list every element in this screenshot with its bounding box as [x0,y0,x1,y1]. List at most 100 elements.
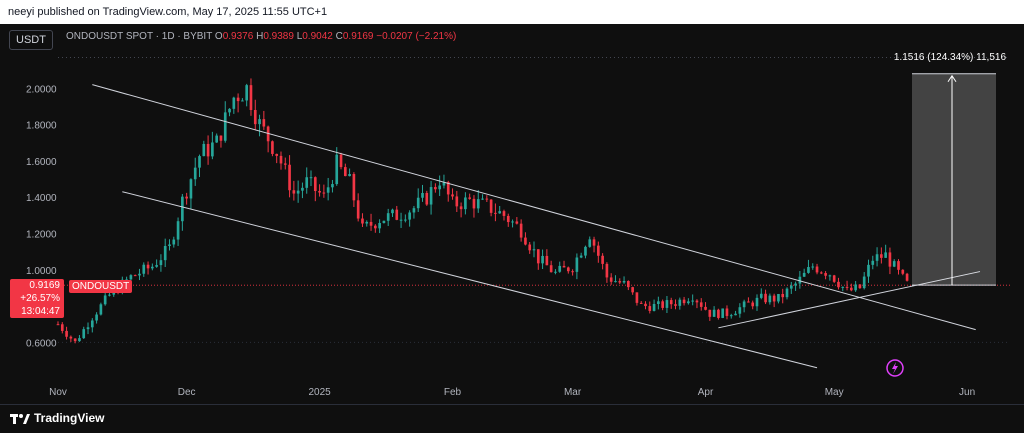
legend-low: 0.9042 [302,31,333,42]
price-chart[interactable]: 2.0000 1.8000 1.6000 1.4000 1.2000 1.0000 0.60… [0,0,1024,404]
candle-body [146,264,150,269]
candle-body [78,338,81,342]
candle-body [665,300,669,308]
candle-body [425,192,429,205]
candle-body [241,100,244,102]
candle-body [648,306,652,311]
candle-body [99,304,103,315]
candle-body [446,182,450,195]
candle-body [614,281,617,283]
candle-body [618,281,622,283]
candle-body [95,314,98,321]
candle-body [361,218,364,224]
candle-body [854,284,857,291]
candle-body [326,187,330,193]
candle-body [584,246,587,256]
candle-body [506,215,510,223]
candle-body [661,301,664,308]
candle-body [348,174,351,177]
candle-body [82,329,86,339]
projection-label: 1.1516 (124.34%) 11,516 [894,52,1007,63]
candle-body [528,244,532,251]
candle-body [832,275,836,282]
candle-body [408,212,411,220]
candle-body [189,179,193,199]
bar-countdown: 13:04:47 [21,306,60,317]
candle-body [764,293,767,303]
candle-body [185,196,188,199]
candle-body [704,306,707,310]
candle-body [892,261,896,267]
candle-body [90,320,94,328]
candle-body [438,185,441,190]
candle-body [172,239,176,245]
candle-body [687,301,690,304]
candle-body [129,275,133,280]
candle-body [811,266,815,268]
candle-body [712,309,716,317]
candle-body [511,221,514,223]
candle-body [391,209,394,214]
candle-body [279,155,283,164]
candle-body [781,293,785,298]
candle-body [717,309,720,318]
candle-body [678,299,682,306]
candle-body [365,221,369,224]
y-axis-labels: 2.0000 1.8000 1.6000 1.4000 1.2000 1.0000 0.60… [26,84,57,349]
candle-body [301,187,304,191]
x-tick-label: Mar [564,387,582,398]
candle-body [442,182,446,186]
x-tick-label: Nov [49,387,67,398]
candle-body [283,163,287,165]
candle-body [532,249,536,251]
candle-body [378,222,381,229]
candle-body [751,302,755,307]
candle-body [747,301,750,303]
publisher-bar: neeyi published on TradingView.com, May … [0,0,1024,24]
rising-support-line [718,271,981,329]
lightning-icon[interactable] [886,359,904,377]
candle-body [335,154,339,185]
candle-body [725,308,729,316]
candle-body [271,141,274,154]
symbol-tag: ONDOUSDT [69,280,133,293]
candle-body [73,338,77,342]
candle-body [785,288,789,298]
chart-area[interactable] [0,24,1024,404]
candle-body [815,266,819,273]
candle-body [605,263,609,278]
projection-tool[interactable]: 1.1516 (124.34%) 11,516 [894,52,1007,286]
candle-body [275,153,279,156]
publisher-text: neeyi published on TradingView.com, May … [8,6,328,18]
candle-body [193,167,197,180]
candle-body [253,109,257,125]
candle-body [721,308,725,318]
candle-body [485,198,489,200]
candle-body [125,279,128,281]
candle-body [86,327,90,330]
legend-symbol: ONDOUSDT SPOT · 1D · BYBIT [66,31,213,42]
candle-body [163,245,167,261]
candle-body [562,265,566,268]
tradingview-logo[interactable]: TradingView [10,411,104,425]
y-tick-label: 0.6000 [26,338,57,349]
candle-body [905,273,909,281]
candle-body [322,192,326,194]
candle-body [541,255,544,264]
current-price: 0.9169 [29,280,60,291]
candle-body [459,206,463,210]
candle-body [262,119,266,127]
candle-body [103,295,107,305]
candle-body [824,273,827,276]
candle-body [652,304,656,311]
candle-body [850,287,853,291]
candle-body [489,199,493,213]
candle-body [181,196,184,222]
candle-body [374,225,377,229]
currency-button[interactable]: USDT [9,30,53,50]
candle-body [837,281,840,288]
candle-body [828,275,832,277]
candle-body [108,294,111,296]
candle-body [777,293,780,302]
candle-body [549,265,553,273]
